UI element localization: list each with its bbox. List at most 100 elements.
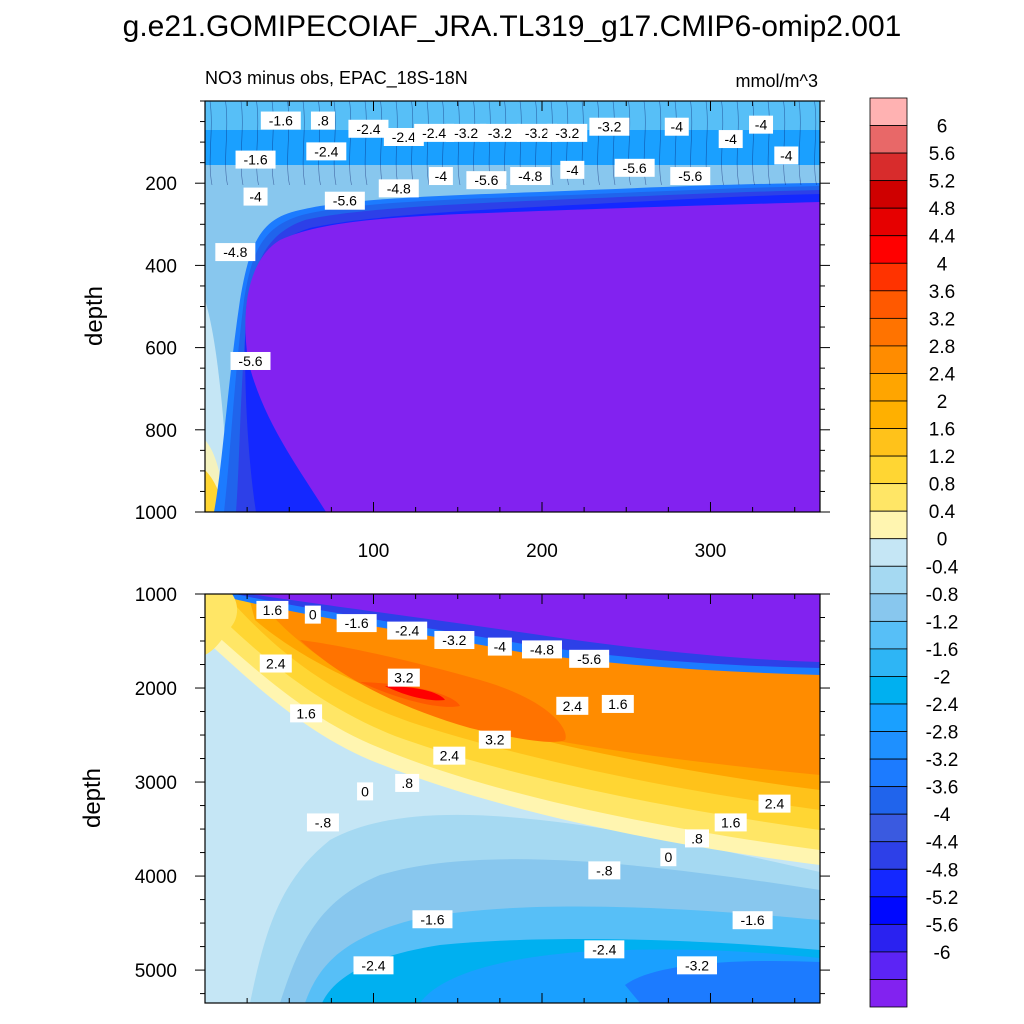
colorbar-label: -4.8 [926, 860, 959, 881]
colorbar-label: 6 [937, 117, 948, 138]
upper-contour-line [783, 100, 786, 186]
upper-x-tick-label: 300 [695, 541, 727, 562]
lower-contour-label-text: 2.4 [563, 698, 583, 714]
upper-y-axis-label: depth [81, 286, 108, 346]
lower-contour-label-bg [732, 911, 773, 930]
lower-contour-label: .8 [685, 829, 709, 848]
colorbar-label: 4.8 [929, 199, 955, 220]
lower-contour-label: 2.4 [556, 696, 589, 715]
lower-contour-field [205, 594, 820, 1003]
colorbar-swatch [869, 648, 908, 677]
colorbar-swatch [869, 345, 908, 374]
lower-contour-label: 3.2 [478, 730, 511, 749]
colorbar-swatch [869, 428, 908, 457]
upper-contour-label: -4 [749, 115, 774, 134]
colorbar-swatch [869, 455, 908, 485]
lower-contour-label: 2.4 [758, 794, 791, 813]
colorbar-label: -0.4 [926, 557, 959, 578]
lower-core-minimum [250, 594, 820, 662]
upper-contour-line [628, 100, 631, 186]
colorbar-swatch [869, 923, 908, 953]
lower-contour-label: 0 [660, 848, 677, 867]
colorbar-swatch [869, 731, 908, 760]
colorbar-swatch [869, 758, 908, 788]
panel-subtitle-left: NO3 minus obs, EPAC_18S-18N [205, 68, 468, 89]
lower-contour-label: -1.6 [732, 911, 773, 930]
upper-contour-label-bg [749, 115, 774, 134]
upper-contour-label-bg [614, 158, 655, 177]
upper-contour-label-text: -4 [249, 189, 262, 205]
colorbar-label: 5.2 [929, 172, 955, 193]
lower-contour-label: .8 [395, 773, 420, 792]
lower-contour-label-text: -4 [494, 639, 507, 655]
lower-contour-label: 0 [357, 782, 374, 801]
lower-contour-label-text: 1.6 [608, 696, 628, 712]
colorbar-label: -0.8 [926, 585, 959, 606]
colorbar-label: -2 [934, 667, 951, 688]
upper-contour-label-bg [230, 351, 271, 370]
upper-contour-line [426, 100, 430, 186]
upper-contour-label-text: -5.6 [238, 353, 262, 369]
lower-contour-label-bg [306, 813, 339, 832]
lower-contour-label-text: 2.4 [266, 656, 286, 672]
lower-contour-label-bg [569, 649, 610, 668]
lower-contour-labels: 1.6 0 -1.6 -2.4 -3.2 -4 -4.8 -5.6 2.4 3.2 2.4 1.6 1.… [256, 600, 791, 975]
lower-contour-label-text: -2.4 [592, 941, 616, 957]
lower-contour-label-text: 3.2 [485, 732, 505, 748]
upper-contour-line [612, 100, 616, 186]
colorbar: 6 5.6 5.2 4.8 4.4 4 3.6 3.2 2.8 2.4 2 1.6 1.2 0.8 0.4 0… [869, 97, 959, 1008]
colorbar-swatch [869, 593, 908, 622]
upper-contour-label: -5.6 [614, 158, 655, 177]
lower-contour-label-text: -.8 [596, 862, 613, 878]
upper-contour-label-bg [479, 123, 520, 142]
upper-x-tick-label: 100 [358, 541, 390, 562]
lower-contour-label-text: 0 [361, 783, 369, 799]
colorbar-label: 4 [937, 254, 948, 275]
lower-contour-label-text: -3.2 [442, 632, 466, 648]
upper-contour-label-bg [560, 160, 585, 179]
lower-contour-label: 1.6 [256, 600, 289, 619]
lower-contour-label: -2.4 [387, 621, 428, 640]
colorbar-swatch [869, 97, 908, 126]
lower-y-tick-label: 2000 [135, 679, 177, 700]
lower-contour-label-bg [259, 654, 292, 673]
colorbar-label: 2.8 [929, 337, 955, 358]
lower-core-max [385, 686, 445, 701]
lower-contour-label-text: -1.6 [345, 615, 369, 631]
lower-contour-label-bg [387, 668, 420, 687]
lower-y-axis-label: depth [79, 768, 106, 828]
upper-contour-label-bg [306, 142, 347, 161]
upper-contour-label: -4 [718, 130, 743, 149]
upper-contour-label: -2.4 [414, 123, 455, 142]
upper-contour-label-bg [243, 187, 268, 206]
lower-contour-label-text: 1.6 [296, 705, 316, 721]
lower-contour-label-text: -3.2 [685, 957, 709, 973]
lower-contour-label-bg [478, 730, 511, 749]
colorbar-swatch [869, 538, 908, 567]
lower-contour-label-text: 2.4 [440, 748, 460, 764]
lower-panel: 1000 2000 3000 4000 5000 1.6 0 -1.6 -2.4 -3.2 -4 -… [79, 585, 830, 1004]
upper-contour-line [349, 100, 352, 186]
upper-contour-label-text: -3.2 [555, 125, 579, 141]
upper-contour-label-bg [310, 111, 335, 130]
colorbar-label: 1.6 [929, 420, 955, 441]
lower-contour-label-text: -.8 [315, 814, 332, 830]
upper-contour-label-text: -2.4 [392, 129, 416, 145]
upper-contour-label-bg [383, 127, 424, 146]
upper-contour-label-bg [670, 167, 711, 186]
upper-contour-label: -1.6 [260, 111, 301, 130]
upper-contour-line [209, 100, 213, 186]
lower-contour-label: -.8 [306, 813, 339, 832]
colorbar-swatch [869, 125, 908, 154]
lower-contour-label: 2.4 [433, 746, 466, 765]
upper-contour-label-bg [414, 123, 455, 142]
colorbar-label: -5.2 [926, 888, 959, 909]
upper-contour-label: -4 [243, 187, 268, 206]
colorbar-label: -2.4 [926, 695, 959, 716]
upper-contour-line [457, 100, 461, 186]
upper-contour-line [752, 100, 755, 186]
lower-contour-label: -2.4 [353, 956, 394, 975]
colorbar-swatch [869, 703, 908, 732]
upper-contour-label-text: -4 [435, 168, 448, 184]
upper-contour-label-text: -5.6 [623, 160, 647, 176]
